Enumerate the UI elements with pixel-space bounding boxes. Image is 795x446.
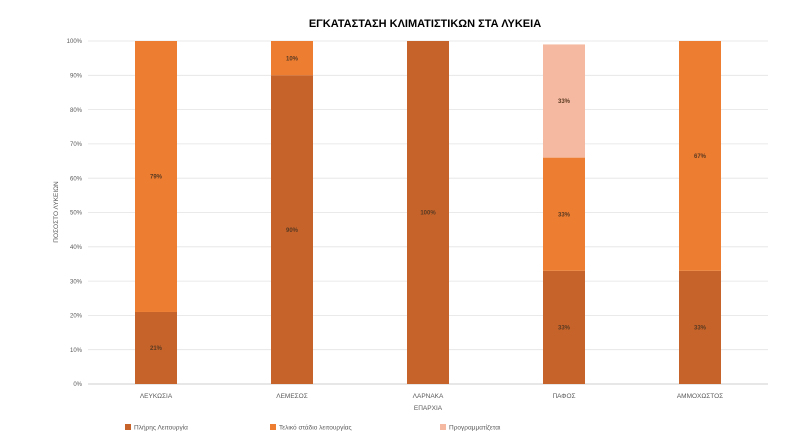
y-tick-label: 50%	[70, 211, 83, 217]
y-tick-label: 70%	[70, 142, 83, 148]
bar-segment	[543, 270, 585, 384]
data-label: 67%	[694, 154, 707, 160]
legend-swatch	[125, 424, 131, 430]
data-label: 21%	[150, 346, 163, 352]
bar-segment	[543, 157, 585, 271]
chart-title: ΕΓΚΑΤΑΣΤΑΣΗ ΚΛΙΜΑΤΙΣΤΙΚΩΝ ΣΤΑ ΛΥΚΕΙΑ	[309, 18, 541, 30]
legend-label: Πλήρης Λειτουργία	[134, 424, 188, 432]
bar-segment	[679, 270, 721, 384]
y-axis-label: ΠΟΣΟΣΤΟ ΛΥΚΕΙΩΝ	[53, 181, 60, 243]
legend: Πλήρης Λειτουργία Τελικό στάδιο λειτουργί…	[125, 424, 501, 432]
y-tick-label: 100%	[67, 39, 83, 45]
x-axis-label: ΕΠΑΡΧΙΑ	[414, 405, 443, 412]
x-tick-label: ΑΜΜΟΧΩΣΤΟΣ	[677, 393, 723, 400]
x-tick-label: ΛΕΜΕΣΟΣ	[276, 393, 308, 400]
bar-segment	[271, 41, 313, 76]
data-label: 79%	[150, 175, 163, 181]
legend-swatch	[440, 424, 446, 430]
data-label: 33%	[558, 326, 571, 332]
data-label: 33%	[694, 326, 707, 332]
y-tick-label: 10%	[70, 348, 83, 354]
bar-segment	[135, 41, 177, 312]
x-tick-label: ΛΕΥΚΩΣΙΑ	[140, 393, 173, 400]
y-tick-label: 90%	[70, 74, 83, 80]
data-label: 33%	[558, 212, 571, 218]
legend-label: Τελικό στάδιο λειτουργίας	[279, 424, 352, 432]
legend-swatch	[270, 424, 276, 430]
legend-label: Προγραμματίζεται	[449, 424, 501, 432]
bar-segment	[407, 41, 449, 384]
y-tick-label: 30%	[70, 279, 83, 285]
data-label: 33%	[558, 99, 571, 105]
bar-segment	[135, 311, 177, 384]
y-tick-label: 0%	[73, 382, 82, 388]
x-tick-label: ΛΑΡΝΑΚΑ	[413, 393, 444, 400]
x-axis-ticks: ΛΕΥΚΩΣΙΑ ΛΕΜΕΣΟΣ ΛΑΡΝΑΚΑ ΠΑΦΟΣ ΑΜΜΟΧΩΣΤΟΣ	[140, 393, 723, 400]
bar-segment	[543, 44, 585, 158]
bar-segment	[271, 75, 313, 385]
x-tick-label: ΠΑΦΟΣ	[552, 393, 575, 400]
y-tick-label: 80%	[70, 108, 83, 114]
y-tick-label: 20%	[70, 314, 83, 320]
y-tick-label: 60%	[70, 176, 83, 182]
bars: 21% 79% 90% 10% 100% 33% 33% 33% 33% 67%	[135, 41, 721, 385]
y-axis-ticks: 0% 10% 20% 30% 40% 50% 60% 70% 80% 90% 100%	[67, 39, 83, 388]
bar-segment	[679, 41, 721, 271]
data-label: 10%	[286, 56, 299, 62]
y-tick-label: 40%	[70, 245, 83, 251]
data-label: 100%	[420, 211, 436, 217]
data-label: 90%	[286, 228, 299, 234]
